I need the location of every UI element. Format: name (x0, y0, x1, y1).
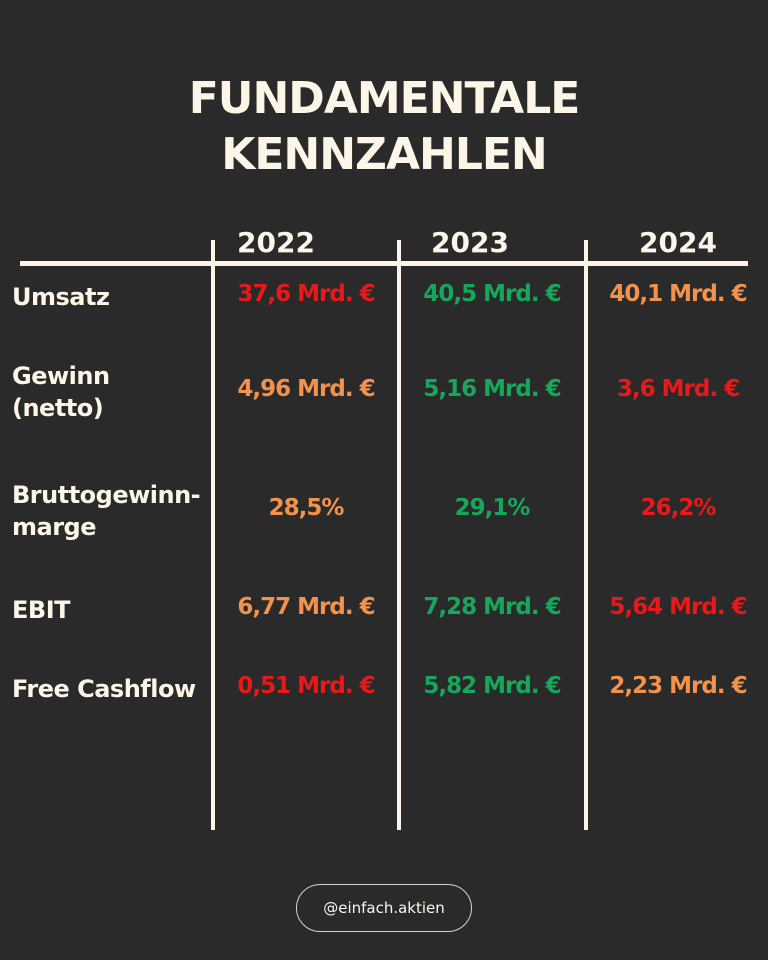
value-cell: 26,2% (640, 495, 717, 521)
row-label: EBIT (12, 596, 71, 624)
handle-badge: @einfach.aktien (296, 884, 472, 932)
value-cell: 29,1% (454, 495, 531, 521)
row-label: Umsatz (12, 283, 110, 311)
value-cell: 40,1 Mrd. € (609, 281, 747, 307)
row-label: Free Cashflow (12, 675, 196, 703)
title-line: KENNZAHLEN (221, 129, 548, 180)
value-cell: 5,64 Mrd. € (609, 594, 747, 620)
value-cell: 4,96 Mrd. € (237, 376, 375, 402)
row-label: Gewinn (12, 362, 110, 390)
column-header: 2022 (237, 226, 315, 259)
value-cell: 2,23 Mrd. € (609, 673, 747, 699)
title-line: FUNDAMENTALE (188, 73, 581, 124)
column-rule (584, 240, 588, 830)
header-rule (20, 261, 748, 266)
column-rule (397, 240, 401, 830)
row-label: Bruttogewinn- (12, 481, 201, 509)
value-cell: 6,77 Mrd. € (237, 594, 375, 620)
value-cell: 5,82 Mrd. € (423, 673, 561, 699)
column-rule (211, 240, 215, 830)
value-cell: 5,16 Mrd. € (423, 376, 561, 402)
value-cell: 7,28 Mrd. € (423, 594, 561, 620)
column-header: 2024 (639, 226, 717, 259)
value-cell: 37,6 Mrd. € (237, 281, 375, 307)
row-label: marge (12, 513, 97, 541)
value-cell: 0,51 Mrd. € (237, 673, 375, 699)
value-cell: 28,5% (268, 495, 345, 521)
row-label: (netto) (12, 394, 104, 422)
value-cell: 40,5 Mrd. € (423, 281, 561, 307)
value-cell: 3,6 Mrd. € (616, 376, 740, 402)
column-header: 2023 (431, 226, 509, 259)
